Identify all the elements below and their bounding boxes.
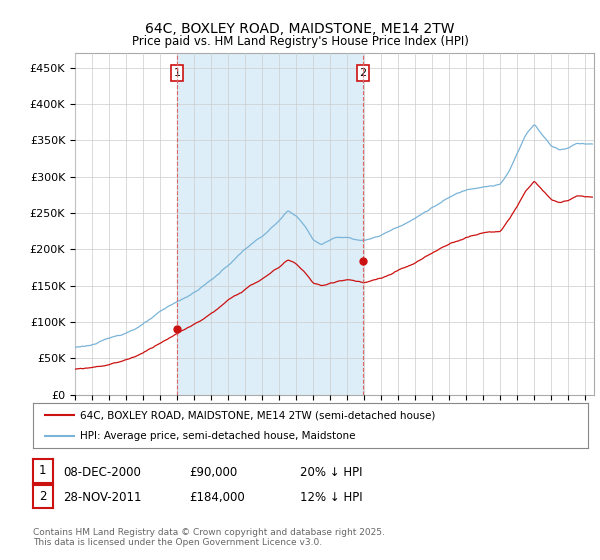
Text: £90,000: £90,000 [189, 465, 237, 479]
Text: 12% ↓ HPI: 12% ↓ HPI [300, 491, 362, 505]
Text: 1: 1 [173, 68, 181, 78]
Bar [177, 53, 363, 395]
Text: 64C, BOXLEY ROAD, MAIDSTONE, ME14 2TW: 64C, BOXLEY ROAD, MAIDSTONE, ME14 2TW [145, 22, 455, 36]
Text: 28-NOV-2011: 28-NOV-2011 [63, 491, 142, 505]
Text: 1: 1 [39, 464, 47, 478]
Text: 2: 2 [39, 490, 47, 503]
Text: 20% ↓ HPI: 20% ↓ HPI [300, 465, 362, 479]
Text: 08-DEC-2000: 08-DEC-2000 [63, 465, 141, 479]
Text: Contains HM Land Registry data © Crown copyright and database right 2025.
This d: Contains HM Land Registry data © Crown c… [33, 528, 385, 548]
Text: Price paid vs. HM Land Registry's House Price Index (HPI): Price paid vs. HM Land Registry's House … [131, 35, 469, 48]
Text: HPI: Average price, semi-detached house, Maidstone: HPI: Average price, semi-detached house,… [80, 431, 356, 441]
Text: £184,000: £184,000 [189, 491, 245, 505]
Text: 64C, BOXLEY ROAD, MAIDSTONE, ME14 2TW (semi-detached house): 64C, BOXLEY ROAD, MAIDSTONE, ME14 2TW (s… [80, 410, 436, 421]
Text: 2: 2 [359, 68, 367, 78]
